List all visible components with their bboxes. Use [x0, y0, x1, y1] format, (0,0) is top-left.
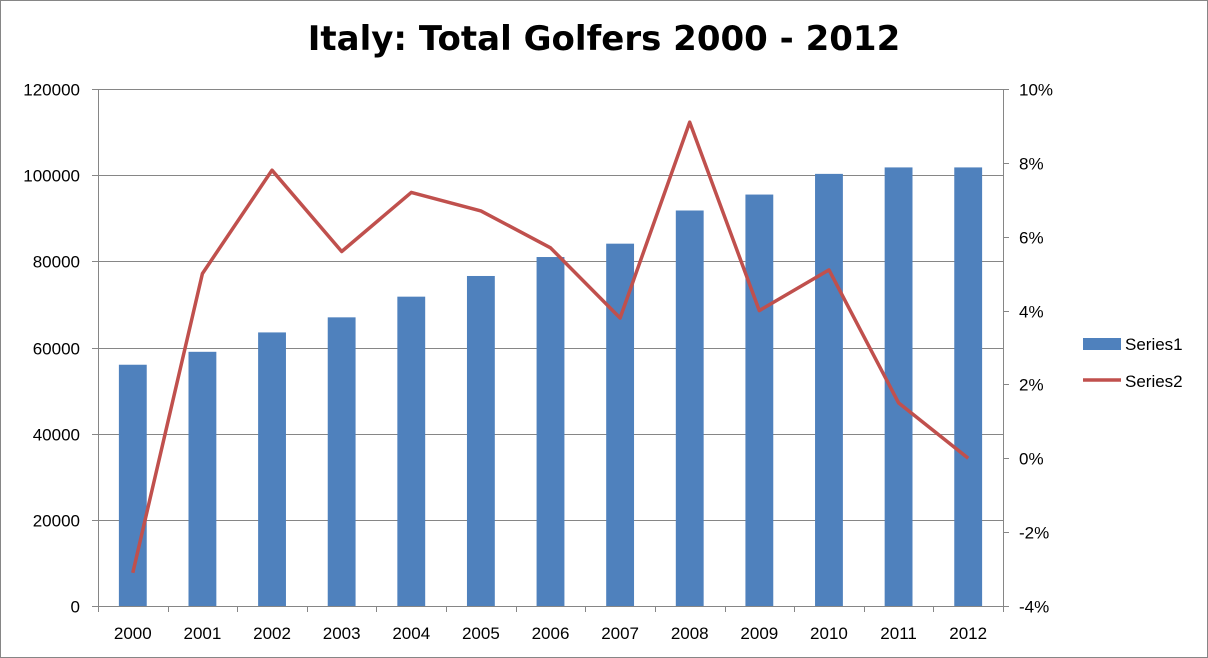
- series2-line: [131, 120, 970, 574]
- right-tick-label: -2%: [1019, 524, 1049, 543]
- x-tick-label: 2006: [532, 624, 570, 643]
- x-tick-label: 2009: [740, 624, 778, 643]
- left-tick-label: 120000: [23, 81, 80, 100]
- bar-2006: [536, 257, 565, 606]
- x-tick-label: 2008: [671, 624, 709, 643]
- bar-2007: [606, 243, 635, 606]
- bar-2008: [675, 210, 704, 606]
- bar-2003: [327, 317, 356, 606]
- left-tick-label: 60000: [33, 340, 80, 359]
- x-tick-label: 2005: [462, 624, 500, 643]
- x-tick-label: 2000: [114, 624, 152, 643]
- bar-2001: [188, 351, 217, 606]
- left-tick-label: 0: [71, 598, 80, 617]
- bar-2002: [258, 332, 286, 606]
- left-tick-label: 100000: [23, 167, 80, 186]
- series2-line-group: [131, 120, 970, 574]
- legend-label-series2: Series2: [1125, 372, 1183, 391]
- x-tick-label: 2011: [880, 624, 917, 643]
- left-tick-label: 80000: [33, 253, 80, 272]
- legend-swatch-series1: [1083, 338, 1121, 350]
- axes: 0 20000 40000 60000 80000 100000 120000 -4% -2% 0…: [23, 81, 1053, 644]
- bar-2010: [815, 173, 843, 607]
- bar-2005: [466, 275, 495, 606]
- left-tick-label: 40000: [33, 426, 80, 445]
- right-tick-label: 2%: [1019, 376, 1044, 395]
- x-tick-label: 2007: [601, 624, 639, 643]
- right-tick-label: 0%: [1019, 450, 1044, 469]
- right-tick-label: 4%: [1019, 303, 1044, 322]
- x-tick-label: 2004: [392, 624, 430, 643]
- series1-bars: [118, 167, 983, 607]
- legend: Series1 Series2: [1083, 335, 1183, 391]
- x-tick-label: 2003: [323, 624, 361, 643]
- bar-2004: [397, 296, 426, 606]
- legend-label-series1: Series1: [1125, 335, 1183, 354]
- x-tick-label: 2010: [810, 624, 848, 643]
- right-tick-label: 10%: [1019, 81, 1053, 100]
- chart-title: Italy: Total Golfers 2000 - 2012: [307, 19, 901, 59]
- right-tick-label: -4%: [1019, 598, 1049, 617]
- right-tick-label: 6%: [1019, 229, 1044, 248]
- bar-2009: [745, 194, 774, 606]
- x-tick-label: 2002: [253, 624, 291, 643]
- bar-2012: [954, 167, 983, 606]
- right-tick-label: 8%: [1019, 155, 1044, 174]
- left-tick-label: 20000: [33, 512, 80, 531]
- x-tick-label: 2012: [949, 624, 987, 643]
- x-tick-label: 2001: [184, 624, 222, 643]
